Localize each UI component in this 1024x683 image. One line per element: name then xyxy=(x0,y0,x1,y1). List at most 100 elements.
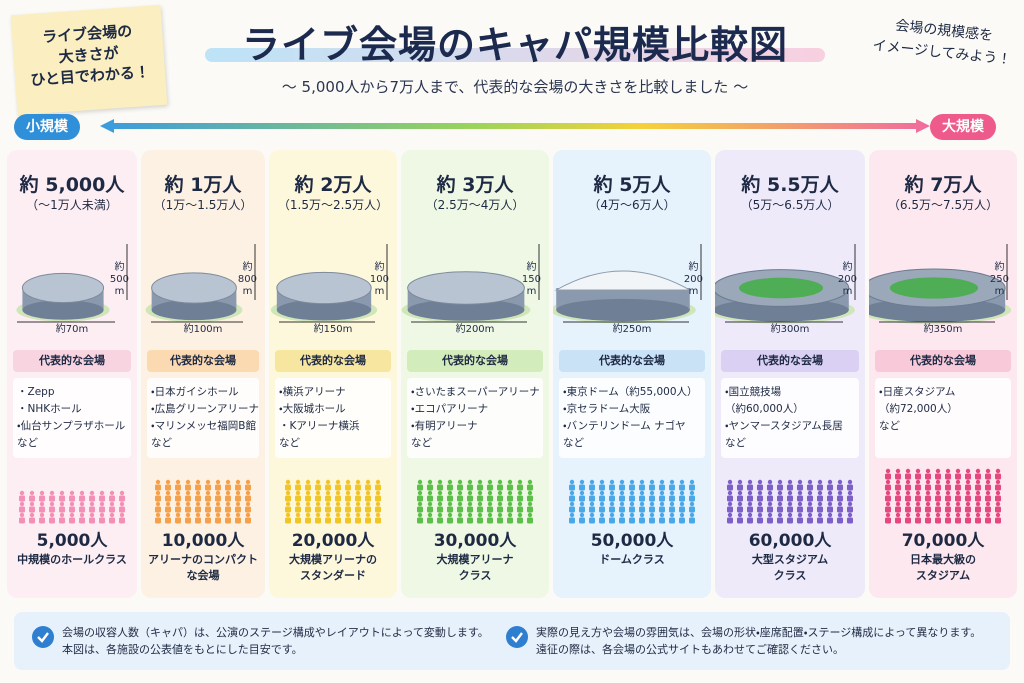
class-label: 大規模アリーナ クラス xyxy=(436,553,514,582)
count: 50,000人 xyxy=(590,531,674,551)
capacity: 約 5万人 xyxy=(593,174,671,196)
width-label: 約150m xyxy=(313,324,353,335)
venues-heading: 代表的な会場 xyxy=(559,350,705,372)
subtitle: 〜 5,000人から7万人まで、代表的な会場の大きさを比較しました 〜 xyxy=(281,78,749,96)
class-label: 大型スタジアム クラス xyxy=(751,553,829,582)
capacity-range: （4万〜6万人） xyxy=(588,198,676,212)
class-label: 中規模のホールクラス xyxy=(17,553,127,566)
venues-heading: 代表的な会場 xyxy=(275,350,391,372)
check-mark xyxy=(37,632,49,643)
capacity-range: （1万〜1.5万人） xyxy=(153,198,253,212)
height-label-part: 約 xyxy=(994,262,1005,273)
venue-illustration xyxy=(553,244,702,324)
people-icons xyxy=(727,479,853,524)
title: ライブ会場のキャパ規模比較図 xyxy=(241,23,788,67)
venue: ・Kアリーナ横浜 xyxy=(279,420,360,432)
people-icons xyxy=(885,468,1001,524)
venue: など xyxy=(879,420,900,432)
width-label: 約70m xyxy=(55,324,89,335)
height-label-part: 約 xyxy=(374,262,385,273)
width-label: 約100m xyxy=(183,324,223,335)
height-label-part: m xyxy=(526,286,537,297)
venue: ・日本ガイシホール xyxy=(151,386,239,398)
venues-list: ・横浜アリーナ ・大阪城ホール ・Kアリーナ横浜 など xyxy=(275,378,391,458)
footer-line: 実際の見え方や会場の雰囲気は、会場の形状・座席配置・ステージ構成によって異なりま… xyxy=(536,626,982,639)
height-label: 約 100 m xyxy=(370,262,389,298)
height-label-part: 約 xyxy=(114,262,125,273)
venue: （約60,000人） xyxy=(725,403,804,415)
count: 60,000人 xyxy=(748,531,832,551)
height-label-part: 100 xyxy=(369,274,389,285)
venue: ・エコパアリーナ xyxy=(411,403,489,415)
venues-heading: 代表的な会場 xyxy=(147,350,259,372)
check-icon xyxy=(506,626,528,648)
width-label: 約200m xyxy=(455,324,495,335)
people-icons xyxy=(417,479,533,524)
footer-line: 本図は、各施設の公表値をもとにした目安です。 xyxy=(62,643,303,656)
people-icons xyxy=(19,490,125,524)
venues-heading: 代表的な会場 xyxy=(721,350,859,372)
capacity: 約 7万人 xyxy=(904,174,982,196)
venues-list: ・国立競技場 （約60,000人） ・ヤンマースタジアム長居 など xyxy=(721,378,859,458)
venue: など xyxy=(411,437,432,449)
venue: ・NHKホール xyxy=(17,403,82,415)
venue: ・広島グリーンアリーナ xyxy=(151,403,260,415)
height-label: 約 250 m xyxy=(990,262,1009,298)
height-label-part: m xyxy=(242,286,253,297)
venue: ・ヤンマースタジアム長居 xyxy=(725,420,843,432)
venue: など xyxy=(563,437,584,449)
height-label-part: 800 xyxy=(237,274,257,285)
venues-list: ・日本ガイシホール ・広島グリーンアリーナ ・マリンメッセ福岡B館 など xyxy=(147,378,259,458)
venues-list: ・さいたまスーパーアリーナ ・エコパアリーナ ・有明アリーナ など xyxy=(407,378,543,458)
footer: 会場の収容人数（キャパ）は、公演のステージ構成やレイアウトによって変動します。本… xyxy=(14,612,1010,670)
hand-note: 会場の規模感を イメージしてみよう！ xyxy=(866,12,1020,71)
venue: ・Zepp xyxy=(17,386,55,398)
capacity-range: （5万〜6.5万人） xyxy=(740,198,840,212)
venue: ・バンテリンドーム ナゴヤ xyxy=(563,420,686,432)
venue: ・大阪城ホール xyxy=(279,403,346,415)
height-label: 約 150 m xyxy=(522,262,541,298)
height-label-part: m xyxy=(374,286,385,297)
capacity-range: （1.5万〜2.5万人） xyxy=(277,198,389,212)
class-label: 大規模アリーナの スタンダード xyxy=(289,553,377,582)
people-icons xyxy=(155,479,251,524)
people-icons xyxy=(285,479,381,524)
venue: ・日産スタジアム xyxy=(879,386,956,398)
height-label-part: m xyxy=(114,286,125,297)
capacity-range: （6.5万〜7.5万人） xyxy=(887,198,999,212)
venue: ・さいたまスーパーアリーナ xyxy=(411,386,540,398)
class-label: 日本最大級の スタジアム xyxy=(910,553,976,582)
height-label-part: 約 xyxy=(842,262,853,273)
column: 約 3万人 （2.5万〜4万人） 約 150 m 約200m 代表的な会場 ・さいたまスーパー… xyxy=(401,150,549,598)
venue: ・有明アリーナ xyxy=(411,420,478,432)
venue: など xyxy=(279,437,300,449)
capacity-range: （2.5万〜4万人） xyxy=(425,198,525,212)
venue: など xyxy=(151,437,172,449)
footer-line: 遠征の際は、各会場の公式サイトもあわせてご確認ください。 xyxy=(536,643,844,656)
venues-list: ・日産スタジアム （約72,000人） など xyxy=(875,378,1011,458)
venue-illustration xyxy=(869,244,1012,325)
capacity: 約 5.5万人 xyxy=(741,174,839,196)
footer-line: 会場の収容人数（キャパ）は、公演のステージ構成やレイアウトによって変動します。 xyxy=(62,626,489,639)
column: 約 5.5万人 （5万〜6.5万人） 約 200 m 約300m 代表的な会場 ・国立競技場 （… xyxy=(715,150,865,598)
capacity: 約 1万人 xyxy=(164,174,242,196)
height-label-part: m xyxy=(994,286,1005,297)
height-label: 約 800 m xyxy=(238,262,257,298)
people-icons xyxy=(569,479,695,524)
height-label-part: 約 xyxy=(526,262,537,273)
height-label: 約 200 m xyxy=(838,262,857,298)
capacity: 約 3万人 xyxy=(436,174,514,196)
venue-illustration xyxy=(401,244,540,323)
column: 約 5万人 （4万〜6万人） 約 200 m 約250m 代表的な会場 ・東京ドーム（約55,… xyxy=(553,150,711,598)
class-label: ドームクラス xyxy=(599,553,665,566)
check-mark xyxy=(511,632,523,643)
footer-note: 実際の見え方や会場の雰囲気は、会場の形状・座席配置・ステージ構成によって異なりま… xyxy=(536,624,981,658)
height-label-part: 150 xyxy=(521,274,541,285)
title-highlight xyxy=(205,48,825,62)
height-label-part: 200 xyxy=(837,274,857,285)
count: 5,000人 xyxy=(36,531,108,551)
sticky-note: ライブ会場の 大きさが ひと目でわかる！ xyxy=(10,4,168,116)
scale-small: 小規模 xyxy=(14,114,80,140)
venue-illustration xyxy=(16,244,128,323)
